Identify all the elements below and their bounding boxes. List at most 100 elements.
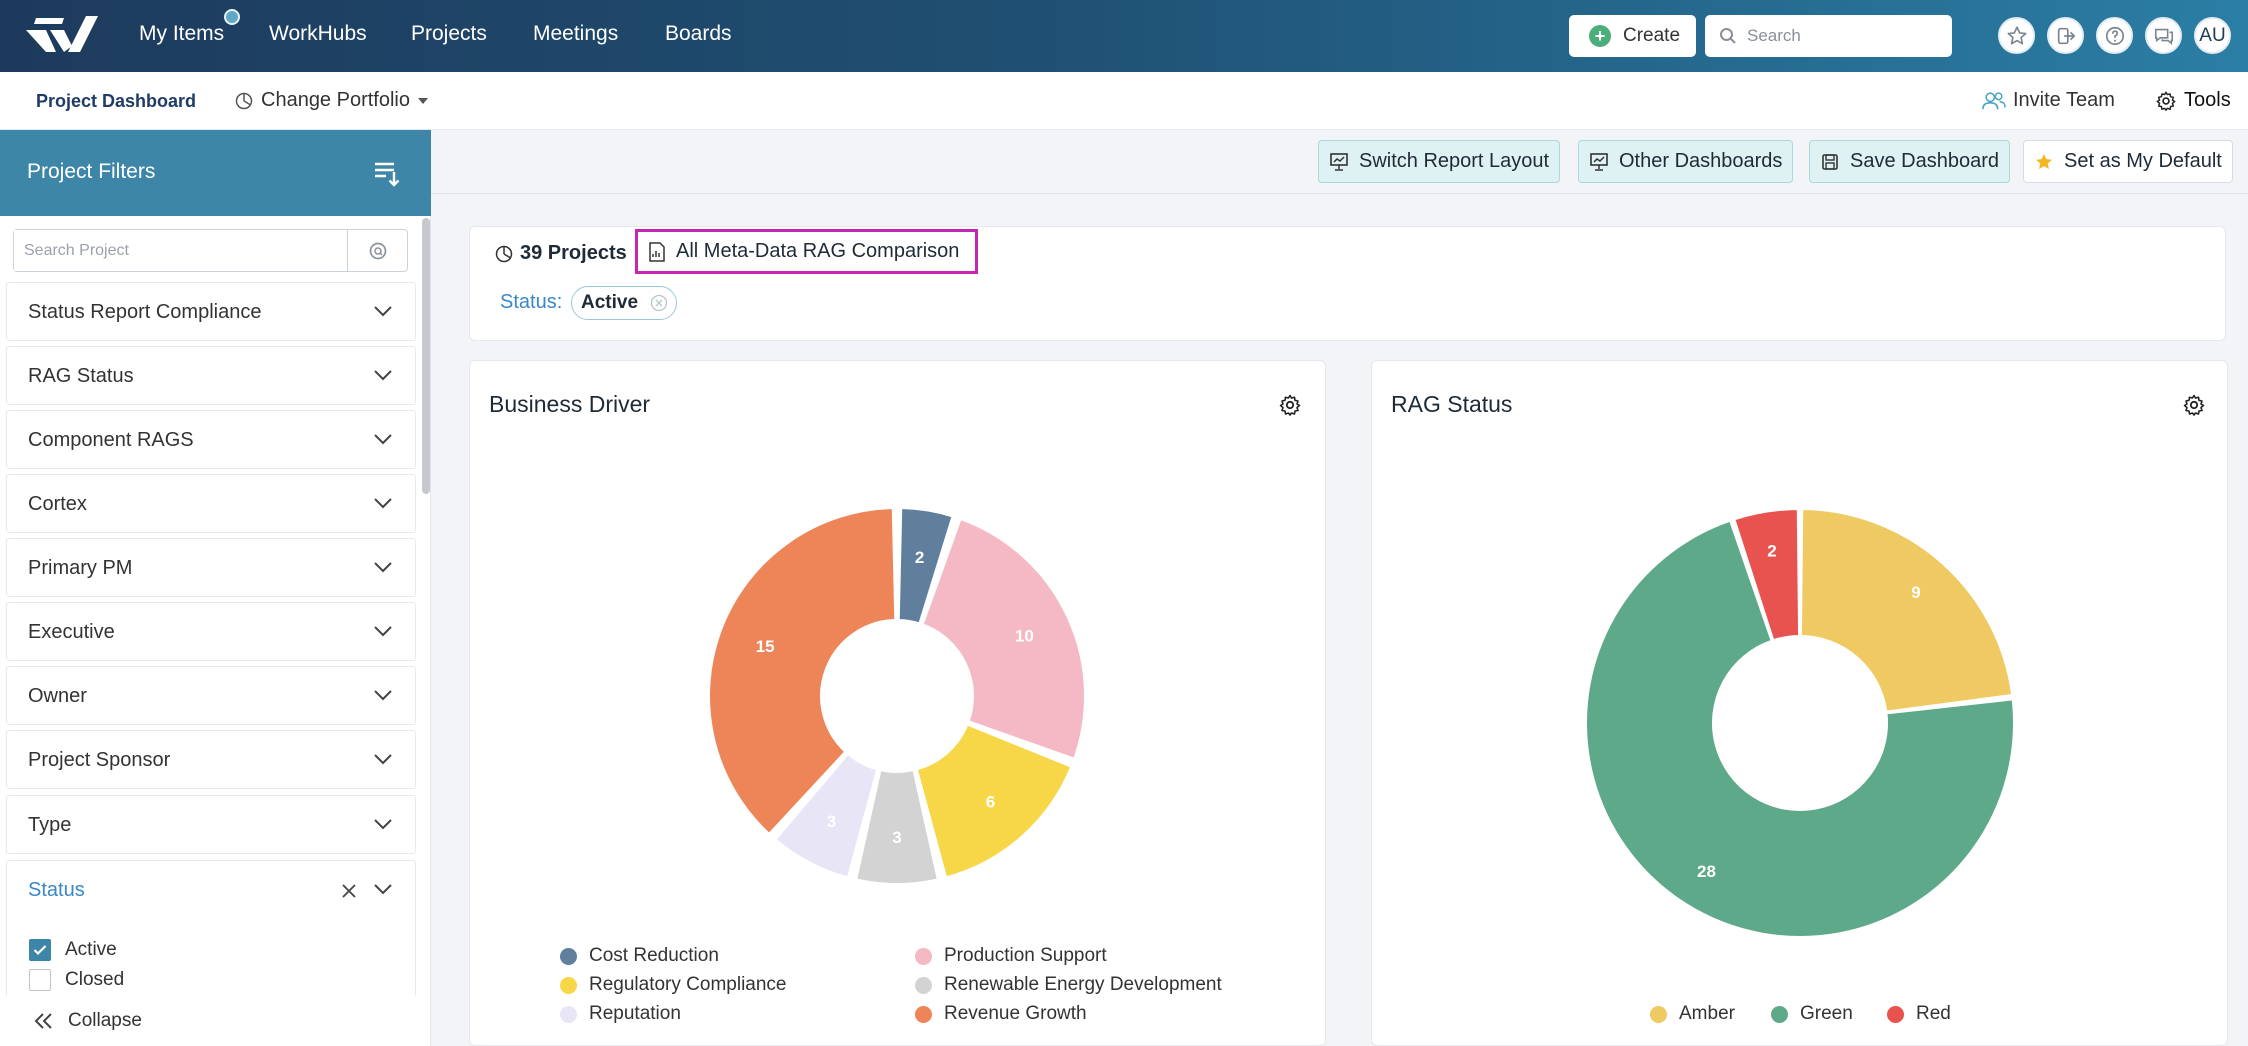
global-search[interactable]	[1705, 15, 1952, 57]
legend-item[interactable]: Reputation	[560, 1003, 681, 1025]
slice-value-label: 10	[1015, 627, 1034, 646]
legend-item[interactable]: Green	[1771, 1003, 1853, 1025]
slice-value-label: 9	[1911, 583, 1920, 602]
search-input[interactable]	[1747, 26, 1937, 46]
dashboard-toolbar: Switch Report Layout Other Dashboards Sa…	[431, 130, 2248, 194]
legend-label: Red	[1916, 1003, 1951, 1024]
project-search-button[interactable]	[347, 230, 407, 271]
portfolio-icon	[495, 245, 513, 262]
filter-owner[interactable]: Owner	[6, 666, 416, 725]
project-dashboard-tab[interactable]: Project Dashboard	[36, 91, 197, 111]
donut-slice[interactable]	[1585, 519, 2015, 938]
legend-dot	[1771, 1005, 1788, 1023]
nav-meetings[interactable]: Meetings	[533, 22, 619, 45]
nav-my-items[interactable]: My Items	[139, 22, 225, 45]
chat-icon[interactable]	[2145, 17, 2182, 54]
create-label: Create	[1623, 25, 1681, 46]
legend-dot	[560, 976, 577, 994]
project-search-input[interactable]	[14, 230, 347, 271]
search-icon	[1720, 28, 1736, 44]
business-driver-donut: 2 10 6 3 3 15	[708, 507, 1086, 885]
user-avatar[interactable]: AU	[2194, 17, 2231, 54]
legend-item[interactable]: Regulatory Compliance	[560, 974, 787, 996]
checkbox-unchecked[interactable]	[29, 969, 51, 991]
legend-item[interactable]: Amber	[1650, 1003, 1735, 1025]
change-portfolio-dropdown[interactable]: Change Portfolio	[234, 89, 429, 112]
filter-rag-status[interactable]: RAG Status	[6, 346, 416, 405]
donut-slice[interactable]	[921, 518, 1086, 760]
donut-slice[interactable]	[915, 723, 1073, 879]
sidebar-scrollbar[interactable]	[422, 218, 430, 494]
slice-value-label: 3	[892, 828, 901, 847]
caret-down-icon	[417, 97, 428, 104]
sub-bar: Project Dashboard Change Portfolio Invit…	[0, 72, 2248, 130]
legend-item[interactable]: Revenue Growth	[915, 1003, 1087, 1025]
help-icon[interactable]	[2096, 17, 2133, 54]
chart-title: Business Driver	[489, 391, 651, 417]
other-dashboards-label: Other Dashboards	[1619, 150, 1783, 172]
legend-item[interactable]: Renewable Energy Development	[915, 974, 1222, 996]
clear-filter-icon[interactable]	[341, 883, 357, 899]
double-chevron-left-icon	[34, 1013, 52, 1029]
nav-boards[interactable]: Boards	[665, 22, 732, 45]
logout-icon[interactable]	[2047, 17, 2084, 54]
filter-component-rags[interactable]: Component RAGS	[6, 410, 416, 469]
set-default-button[interactable]: Set as My Default	[2023, 140, 2233, 183]
collapse-sidebar-button[interactable]: Collapse	[0, 996, 430, 1046]
nav-workhubs[interactable]: WorkHubs	[269, 22, 367, 45]
status-filter-label[interactable]: Status	[28, 879, 85, 901]
legend-label: Amber	[1679, 1003, 1735, 1024]
save-dashboard-button[interactable]: Save Dashboard	[1809, 140, 2010, 183]
filter-project-sponsor[interactable]: Project Sponsor	[6, 730, 416, 789]
slice-value-label: 28	[1697, 862, 1716, 881]
star-icon	[2036, 153, 2052, 169]
legend-dot	[560, 947, 577, 965]
create-button[interactable]: + Create	[1569, 15, 1696, 57]
donut-slice[interactable]	[708, 507, 897, 835]
chart-settings-gear-icon[interactable]	[2182, 393, 2206, 417]
donut-slice[interactable]	[774, 753, 879, 879]
filter-executive[interactable]: Executive	[6, 602, 416, 661]
legend-item[interactable]: Production Support	[915, 945, 1107, 967]
filter-status-report-compliance[interactable]: Status Report Compliance	[6, 282, 416, 341]
filter-label: Component RAGS	[28, 429, 194, 451]
business-driver-chart-card: Business Driver 2 10 6 3 3 15 Cost Reduction …	[469, 360, 1326, 1046]
invite-team-button[interactable]: Invite Team	[1982, 89, 2115, 112]
filter-label: Executive	[28, 621, 115, 643]
sidebar-header: Project Filters	[0, 130, 431, 216]
filter-label: RAG Status	[28, 365, 134, 387]
other-dashboards-button[interactable]: Other Dashboards	[1578, 140, 1794, 183]
filter-type[interactable]: Type	[6, 795, 416, 854]
legend-dot	[915, 1005, 932, 1023]
donut-slice[interactable]	[1799, 508, 2014, 713]
legend-label: Reputation	[589, 1003, 681, 1024]
filter-cortex[interactable]: Cortex	[6, 474, 416, 533]
remove-chip-icon[interactable]	[650, 294, 668, 312]
app-logo[interactable]	[24, 12, 100, 60]
tools-button[interactable]: Tools	[2155, 89, 2231, 112]
chevron-down-icon[interactable]	[373, 883, 393, 895]
status-chip[interactable]: Active	[571, 286, 678, 320]
rag-status-donut: 9 28 2	[1585, 508, 2015, 938]
checkbox-checked[interactable]	[29, 939, 51, 961]
sidebar-title: Project Filters	[27, 160, 156, 183]
donut-slice[interactable]	[897, 507, 954, 625]
sort-list-icon[interactable]	[372, 158, 402, 188]
nav-projects[interactable]: Projects	[411, 22, 487, 45]
chart-settings-gear-icon[interactable]	[1278, 393, 1302, 417]
legend-item[interactable]: Cost Reduction	[560, 945, 719, 967]
status-option-active[interactable]: Active	[29, 939, 117, 961]
donut-slice[interactable]	[1733, 508, 1801, 642]
favorites-star-icon[interactable]	[1998, 17, 2035, 54]
report-link[interactable]: All Meta-Data RAG Comparison	[635, 229, 978, 274]
switch-layout-label: Switch Report Layout	[1359, 150, 1550, 172]
save-dashboard-label: Save Dashboard	[1850, 150, 1999, 172]
status-option-closed[interactable]: Closed	[29, 969, 124, 991]
slice-value-label: 15	[756, 637, 775, 656]
switch-report-layout-button[interactable]: Switch Report Layout	[1318, 140, 1561, 183]
legend-label: Production Support	[944, 945, 1107, 966]
legend-item[interactable]: Red	[1887, 1003, 1951, 1025]
donut-slice[interactable]	[855, 769, 939, 885]
status-chip-label: Active	[581, 292, 639, 313]
filter-primary-pm[interactable]: Primary PM	[6, 538, 416, 597]
